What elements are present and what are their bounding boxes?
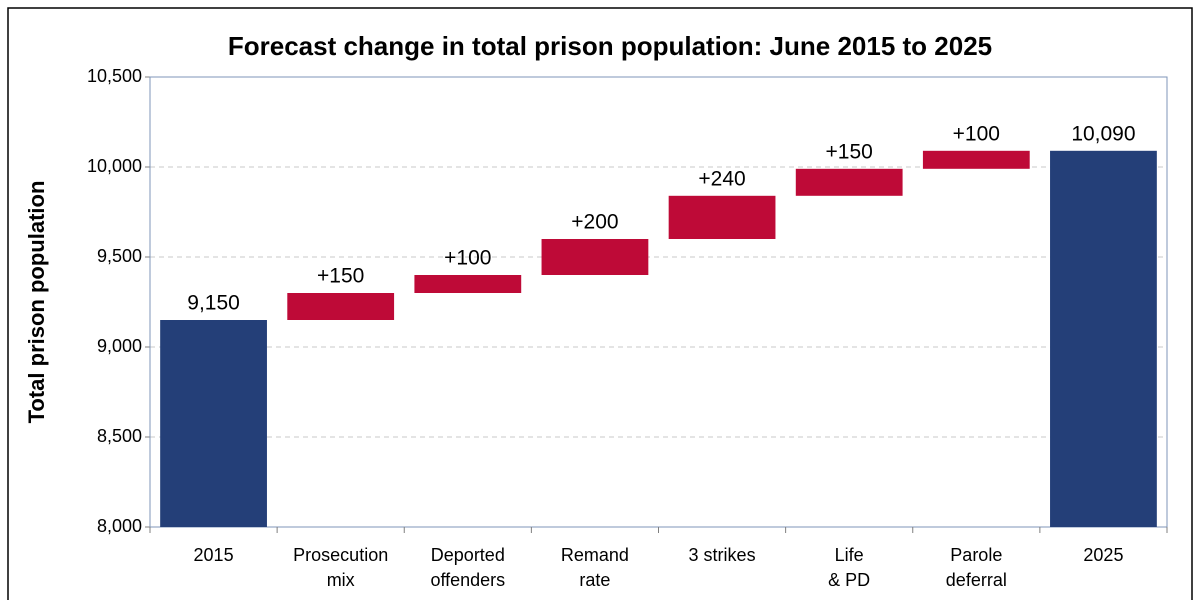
- bar: [160, 320, 267, 527]
- x-tick-label: offenders: [430, 570, 505, 590]
- bar: [1050, 150, 1157, 528]
- bar: [287, 293, 395, 320]
- x-tick-label: mix: [327, 570, 355, 590]
- x-tick-label: Parole: [950, 545, 1002, 565]
- y-tick-label: 9,000: [97, 336, 142, 356]
- x-tick-label: Deported: [431, 545, 505, 565]
- data-label: +100: [444, 247, 491, 270]
- bar: [414, 275, 522, 293]
- x-tick-label: Prosecution: [293, 545, 388, 565]
- x-tick-label: rate: [579, 570, 610, 590]
- data-label: +200: [571, 211, 618, 234]
- x-tick-label: 2015: [194, 545, 234, 565]
- data-label: 10,090: [1071, 122, 1135, 145]
- x-tick-label: deferral: [946, 570, 1007, 590]
- data-label: +100: [953, 122, 1000, 145]
- x-tick-label: 2025: [1083, 545, 1123, 565]
- chart-title: Forecast change in total prison populati…: [228, 31, 992, 61]
- bar: [795, 168, 903, 196]
- x-tick-label: Life: [835, 545, 864, 565]
- y-tick-label: 10,500: [87, 66, 142, 86]
- chart-border: [7, 7, 1193, 600]
- y-tick-label: 8,500: [97, 426, 142, 446]
- y-tick-label: 10,000: [87, 156, 142, 176]
- data-label: +150: [317, 265, 364, 288]
- data-label: 9,150: [187, 292, 240, 315]
- y-tick-label: 9,500: [97, 246, 142, 266]
- y-tick-label: 8,000: [97, 516, 142, 536]
- data-label: +150: [826, 140, 873, 163]
- y-axis-label: Total prison population: [24, 181, 49, 424]
- x-tick-label: Remand: [561, 545, 629, 565]
- bar: [922, 150, 1030, 169]
- bar: [668, 195, 776, 239]
- data-label: +240: [698, 167, 745, 190]
- bar: [541, 239, 649, 275]
- x-tick-label: 3 strikes: [689, 545, 756, 565]
- x-tick-label: & PD: [828, 570, 870, 590]
